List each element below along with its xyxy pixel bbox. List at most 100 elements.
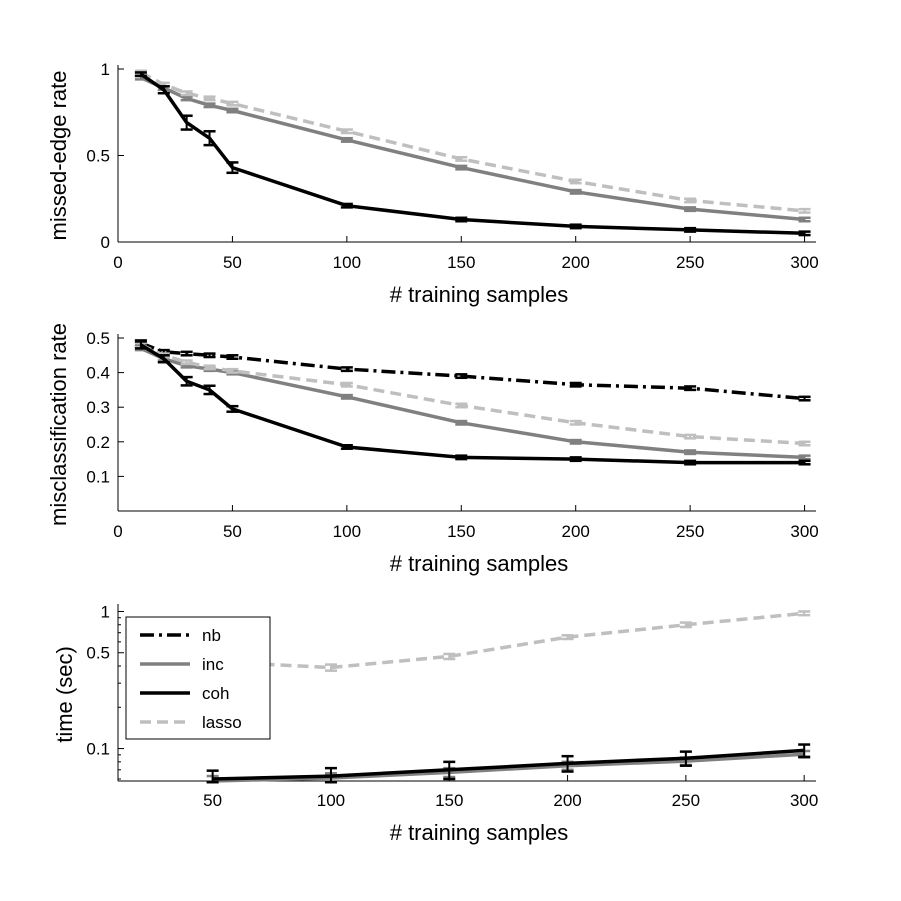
x-axis-label: # training samples (390, 820, 569, 845)
data-point-inc (455, 164, 468, 171)
data-point-inc (569, 188, 582, 195)
x-tick-label: 150 (435, 791, 463, 810)
data-point-coh (340, 444, 353, 450)
data-point-coh (798, 459, 811, 466)
y-tick-label: 1 (101, 60, 110, 79)
data-point-inc (569, 438, 582, 445)
chart-panel-2: 0 50 100 150 200 250 300 0.1 0.2 0.3 0.4 0.5 # train… (46, 323, 819, 576)
data-point-coh (679, 750, 692, 767)
data-point-coh (561, 754, 574, 773)
y-tick-label: 0 (101, 233, 110, 252)
data-point-coh (443, 760, 456, 781)
data-point-coh (203, 130, 216, 147)
data-point-nb (455, 373, 468, 380)
series-line-lasso (212, 611, 805, 670)
y-axis-label: time (sec) (52, 646, 77, 743)
legend-item-lasso: lasso (140, 713, 242, 732)
series-line-inc (140, 346, 805, 460)
data-point-lasso (226, 367, 239, 374)
data-point-lasso (443, 652, 456, 661)
x-tick-label: 100 (333, 522, 361, 541)
data-point-coh (798, 743, 811, 759)
data-point-coh (134, 71, 147, 78)
legend-label: inc (202, 655, 224, 674)
x-tick-label: 50 (223, 253, 242, 272)
data-point-coh (157, 354, 170, 364)
x-tick-label: 200 (562, 522, 590, 541)
legend-item-inc: inc (140, 655, 224, 674)
x-tick-label: 50 (223, 522, 242, 541)
data-point-coh (180, 114, 193, 131)
data-point-inc (798, 454, 811, 461)
x-tick-label: 250 (676, 522, 704, 541)
y-tick-label: 0.1 (86, 467, 110, 486)
y-axis-label: missed-edge rate (46, 71, 71, 241)
data-point-lasso (684, 197, 697, 204)
x-tick-label: 150 (447, 522, 475, 541)
data-point-lasso (569, 419, 582, 426)
series-line-coh (139, 72, 805, 236)
series-line-coh (139, 343, 805, 465)
data-point-nb (569, 381, 582, 388)
data-point-coh (569, 456, 582, 463)
data-point-lasso (203, 364, 216, 371)
legend-label: coh (202, 684, 229, 703)
data-point-lasso (798, 440, 811, 447)
data-point-inc (684, 206, 697, 213)
legend-label: lasso (202, 713, 242, 732)
data-point-nb (180, 350, 193, 357)
data-point-lasso (561, 634, 574, 641)
data-point-lasso (340, 381, 353, 388)
data-point-coh (203, 384, 216, 396)
x-tick-label: 0 (113, 253, 122, 272)
series-line-lasso (140, 70, 805, 213)
data-point-coh (226, 161, 239, 175)
legend: nb inc coh lasso (125, 616, 271, 740)
data-point-coh (206, 769, 219, 784)
x-tick-label: 0 (113, 522, 122, 541)
data-point-nb (340, 366, 353, 373)
data-point-coh (157, 85, 170, 95)
x-tick-label: 300 (790, 522, 818, 541)
data-point-lasso (203, 95, 216, 102)
data-point-lasso (455, 155, 468, 162)
x-tick-label: 250 (672, 791, 700, 810)
data-point-lasso (684, 433, 697, 440)
series-line-inc (140, 76, 805, 222)
data-point-inc (798, 216, 811, 223)
data-point-inc (226, 107, 239, 114)
data-point-lasso (455, 402, 468, 409)
data-point-nb (684, 385, 697, 392)
data-point-nb (798, 395, 811, 402)
x-tick-label: 300 (790, 791, 818, 810)
y-tick-label: 0.2 (86, 433, 110, 452)
series-line-lasso (140, 343, 805, 446)
x-tick-label: 200 (562, 253, 590, 272)
y-tick-label: 1 (101, 602, 110, 621)
x-axis-label: # training samples (390, 282, 569, 307)
data-point-inc (180, 95, 193, 102)
data-point-coh (455, 216, 468, 223)
series-line-nb (140, 341, 805, 401)
data-point-inc (203, 102, 216, 109)
data-point-coh (569, 223, 582, 230)
x-tick-label: 300 (790, 253, 818, 272)
data-point-coh (798, 230, 811, 237)
series-line-inc (212, 752, 805, 783)
data-point-nb (226, 354, 239, 361)
data-point-coh (684, 459, 697, 466)
y-tick-label: 0.3 (86, 398, 110, 417)
data-point-lasso (226, 100, 239, 107)
data-point-coh (455, 454, 468, 461)
data-point-lasso (180, 359, 193, 366)
x-tick-label: 100 (317, 791, 345, 810)
data-point-coh (324, 766, 337, 784)
x-tick-label: 200 (553, 791, 581, 810)
data-point-coh (340, 202, 353, 209)
legend-label: nb (202, 626, 221, 645)
data-point-inc (684, 449, 697, 456)
data-point-inc (455, 419, 468, 426)
y-tick-label: 0.5 (86, 644, 110, 663)
data-point-lasso (679, 621, 692, 629)
